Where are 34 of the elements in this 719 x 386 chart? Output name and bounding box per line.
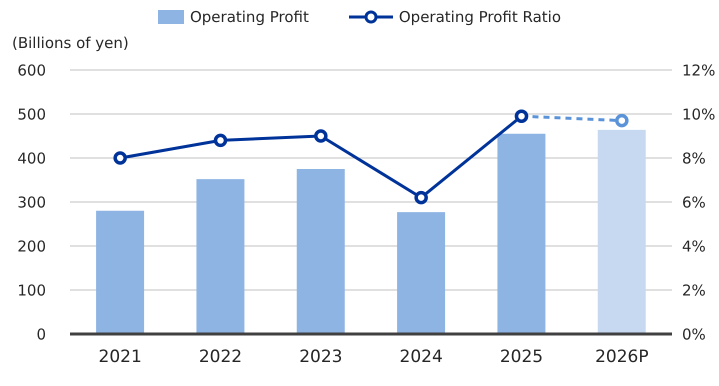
- y-tick-label: 500: [17, 105, 46, 124]
- y-axis-title: (Billions of yen): [12, 34, 129, 52]
- legend-label: Operating Profit: [190, 8, 309, 26]
- y2-tick-label: 12%: [682, 61, 716, 80]
- x-tick-label: 2026P: [595, 347, 649, 368]
- y2-tick-label: 0%: [682, 325, 706, 344]
- point: [214, 134, 228, 148]
- y-tick-label: 0: [36, 325, 46, 344]
- y2-tick-label: 2%: [682, 281, 706, 300]
- point: [113, 151, 127, 165]
- bar: [196, 179, 244, 334]
- point: [615, 114, 629, 128]
- point: [314, 129, 328, 143]
- x-tick-label: 2022: [198, 347, 242, 368]
- legend-label: Operating Profit Ratio: [398, 8, 562, 26]
- y2-tick-label: 6%: [682, 193, 706, 212]
- x-tick-label: 2021: [98, 347, 142, 368]
- y-tick-label: 300: [17, 193, 46, 212]
- y-tick-label: 100: [17, 281, 46, 300]
- bar: [598, 130, 646, 334]
- point: [414, 190, 428, 204]
- x-tick-label: 2024: [400, 347, 443, 368]
- x-tick-label: 2023: [299, 347, 342, 368]
- y2-tick-label: 4%: [682, 237, 706, 256]
- y2-tick-label: 10%: [682, 105, 716, 124]
- bar: [497, 134, 546, 334]
- bar: [296, 169, 345, 334]
- y2-tick-label: 8%: [682, 149, 706, 168]
- x-tick-label: 2025: [500, 347, 544, 368]
- bar: [96, 210, 144, 334]
- bar: [397, 212, 446, 334]
- y-tick-label: 200: [17, 237, 46, 256]
- y-tick-label: 400: [17, 149, 46, 168]
- y-tick-label: 600: [17, 61, 46, 80]
